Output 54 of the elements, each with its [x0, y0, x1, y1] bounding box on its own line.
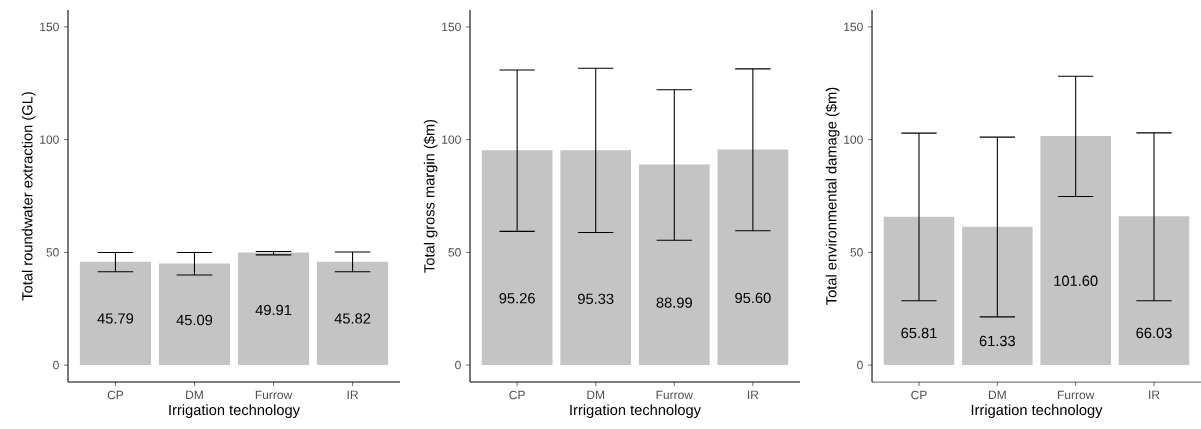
x-axis-title: Irrigation technology: [971, 404, 1103, 419]
data-label: 61.33: [979, 335, 1016, 347]
y-tick-label: 150: [844, 22, 863, 32]
y-tick-label: 50: [46, 248, 59, 257]
y-axis-title: Total environmental damage ($m): [825, 87, 840, 305]
data-label: 49.91: [255, 304, 292, 316]
y-tick-label: 0: [53, 360, 59, 370]
bar: [79, 261, 152, 366]
x-tick-label: Furrow: [255, 390, 293, 400]
x-tick-label: DM: [186, 390, 203, 399]
x-tick-label: CP: [911, 390, 927, 400]
bar: [317, 261, 389, 366]
x-tick-label: DM: [587, 390, 605, 399]
data-label: 65.81: [901, 327, 937, 339]
y-tick-label: 50: [448, 248, 461, 257]
x-tick-label: IR: [747, 390, 759, 399]
data-label: 66.03: [1136, 327, 1172, 339]
y-tick-label: 150: [442, 22, 461, 32]
data-label: 95.26: [499, 293, 535, 304]
x-tick-label: IR: [1149, 390, 1160, 399]
data-label: 95.33: [578, 293, 614, 304]
x-axis-title: Irrigation technology: [169, 404, 300, 419]
x-axis-title: Irrigation technology: [570, 404, 701, 419]
data-label: 88.99: [656, 297, 692, 308]
y-tick-label: 100: [844, 135, 863, 144]
y-axis-title: Total gross margin ($m): [423, 119, 438, 273]
data-label: 95.60: [735, 292, 771, 304]
bar: [717, 149, 789, 366]
bar: [481, 150, 553, 366]
y-tick-label: 50: [850, 248, 863, 257]
y-tick-label: 0: [455, 360, 461, 370]
y-axis-title: Total roundwater extraction (GL): [21, 92, 36, 301]
bar: [1040, 136, 1111, 366]
y-tick-label: 150: [40, 22, 59, 32]
bar: [237, 252, 310, 366]
bar: [1118, 216, 1190, 366]
y-tick-label: 0: [857, 360, 863, 370]
bar: [560, 150, 632, 366]
bar: [883, 216, 955, 366]
y-tick-label: 100: [40, 135, 59, 144]
data-label: 45.79: [97, 313, 134, 324]
data-label: 101.60: [1054, 275, 1098, 286]
bar: [638, 164, 710, 366]
x-tick-label: Furrow: [1057, 390, 1095, 400]
bar: [158, 263, 231, 366]
x-tick-label: Furrow: [656, 390, 693, 400]
x-tick-label: DM: [989, 390, 1006, 399]
x-tick-label: CP: [509, 390, 525, 400]
x-tick-label: CP: [107, 390, 124, 400]
data-label: 45.09: [176, 314, 213, 326]
y-tick-label: 100: [442, 135, 461, 144]
data-label: 45.82: [334, 313, 371, 324]
x-tick-label: IR: [347, 390, 359, 399]
bar: [962, 226, 1033, 366]
